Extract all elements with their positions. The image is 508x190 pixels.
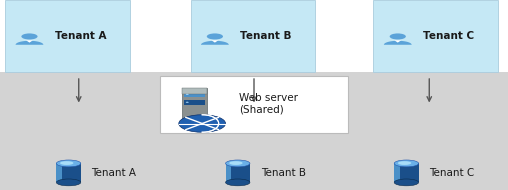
FancyBboxPatch shape — [160, 76, 348, 133]
Text: Tenant A: Tenant A — [55, 31, 106, 41]
Ellipse shape — [226, 179, 250, 186]
Ellipse shape — [229, 161, 243, 165]
Circle shape — [21, 33, 38, 40]
Polygon shape — [201, 41, 229, 45]
Polygon shape — [56, 163, 62, 182]
Ellipse shape — [226, 160, 250, 167]
Text: Tenant C: Tenant C — [423, 31, 474, 41]
Bar — [0, 72, 508, 190]
Bar — [5, 0, 130, 72]
Polygon shape — [56, 163, 81, 182]
Ellipse shape — [398, 161, 411, 165]
Text: Tenant A: Tenant A — [91, 168, 137, 178]
Ellipse shape — [60, 161, 74, 165]
Bar — [184, 100, 205, 104]
Circle shape — [186, 94, 188, 95]
Polygon shape — [16, 41, 43, 45]
Circle shape — [179, 115, 226, 132]
Bar — [190, 0, 315, 72]
Bar — [184, 92, 205, 97]
Polygon shape — [26, 40, 33, 43]
Polygon shape — [211, 40, 218, 43]
Text: Tenant B: Tenant B — [240, 31, 292, 41]
Polygon shape — [394, 163, 419, 182]
Bar — [373, 0, 498, 72]
Circle shape — [207, 33, 223, 40]
Bar — [182, 88, 207, 124]
Ellipse shape — [56, 179, 81, 186]
Ellipse shape — [56, 160, 81, 167]
Polygon shape — [226, 163, 231, 182]
Bar — [182, 88, 207, 94]
Text: Tenant C: Tenant C — [429, 168, 474, 178]
Polygon shape — [394, 163, 400, 182]
Circle shape — [186, 102, 188, 103]
Ellipse shape — [394, 179, 419, 186]
Polygon shape — [394, 40, 401, 43]
Text: Tenant B: Tenant B — [261, 168, 306, 178]
Circle shape — [390, 33, 406, 40]
Text: Web server
(Shared): Web server (Shared) — [239, 93, 298, 114]
Ellipse shape — [394, 160, 419, 167]
Polygon shape — [384, 41, 411, 45]
Polygon shape — [226, 163, 250, 182]
